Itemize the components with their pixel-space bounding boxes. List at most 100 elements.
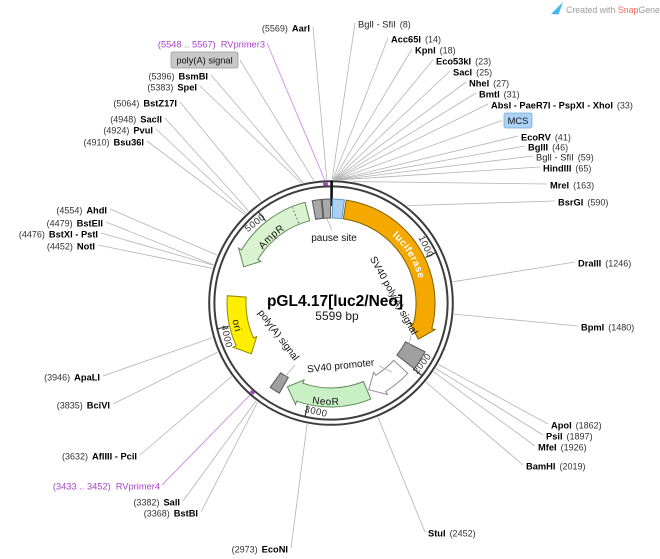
plasmid-size: 5599 bp [315, 309, 359, 323]
enzyme-label-ApoI[interactable]: ApoI (1862) [551, 421, 602, 431]
label-line-ApoI [438, 363, 549, 425]
label-line-BglII [337, 145, 526, 181]
label-line-SalI [182, 400, 257, 502]
mcs-chip-label[interactable]: MCS [508, 116, 529, 126]
label-lines-layer [97, 22, 579, 549]
enzyme-label-BsmBI[interactable]: (5396) BsmBI [149, 72, 208, 82]
enzyme-label-BstZ17I[interactable]: (5064) BstZ17I [113, 99, 177, 109]
enzyme-label-Bsu36I[interactable]: (4910) Bsu36I [83, 138, 144, 148]
enzyme-label-BsrGI[interactable]: BsrGI (590) [558, 198, 608, 208]
feature-mcs-box[interactable] [331, 198, 345, 220]
label-line-BglI-SfiI [339, 155, 534, 181]
label-line-EcoNI [290, 424, 308, 549]
enzyme-labels-layer: BglI - SfiI (8) Acc65I (14)KpnI (18)Eco53kI(… [19, 20, 634, 555]
label-line-AarI [312, 26, 328, 180]
enzyme-label-EcoNI[interactable]: (2973) EcoNI [232, 545, 288, 555]
tick-2000 [412, 368, 424, 377]
label-line-AbsI-PaeR7I-PspXI-XhoI [335, 103, 489, 180]
label-line-NheI [334, 81, 467, 180]
tick-4000 [216, 325, 229, 330]
enzyme-label-BstXI-PstI[interactable]: (4476) BstXI - PstI [19, 230, 98, 240]
tick-1000 [425, 251, 438, 259]
label-line-mcs-chip [336, 120, 503, 180]
label-line-SpeI [199, 85, 302, 184]
enzyme-label-BstBI[interactable]: (3368) BstBI [144, 509, 198, 519]
label-line-AflIII-PciI [139, 376, 232, 456]
enzyme-label-Eco53kI[interactable]: Eco53kI (23) [436, 57, 491, 67]
feature-ori[interactable] [226, 295, 258, 355]
mcs-chip[interactable] [503, 112, 533, 129]
primer-mark-rvprimer4[interactable] [249, 389, 255, 395]
enzyme-label-BglI-SfiI[interactable]: BglI - SfiI (59) [536, 153, 594, 163]
enzyme-label-MreI[interactable]: MreI (163) [550, 181, 594, 191]
enzyme-label-StuI[interactable]: StuI (2452) [428, 529, 476, 539]
feature-sv40-promoter[interactable] [368, 359, 409, 396]
enzyme-label-EcoRV[interactable]: EcoRV (41) [521, 133, 571, 143]
label-line-BstBI [200, 402, 258, 513]
sv40-promoter-callout-line [378, 365, 393, 373]
feature-neor[interactable] [286, 379, 372, 408]
feature-label-neor[interactable]: NeoR [311, 395, 339, 408]
snapgene-icon [551, 2, 563, 15]
label-line-PsiI [435, 368, 544, 436]
feature-pause-site-box-b[interactable] [321, 198, 332, 219]
feature-sv40-polya-box[interactable] [396, 341, 426, 370]
primer-label-rvprimer3[interactable]: (5548 .. 5567) RVprimer3 [158, 40, 265, 50]
enzyme-label-BglII[interactable]: BglII (46) [528, 143, 568, 153]
tick-3000 [304, 405, 309, 418]
polya-signal-chip-label[interactable]: poly(A) signal [176, 55, 232, 65]
sv40-promoter-label[interactable]: SV40 promoter [307, 357, 376, 375]
enzyme-label-BciVI[interactable]: (3835) BciVI [57, 401, 110, 411]
enzyme-label-Acc65I[interactable]: Acc65I (14) [391, 35, 441, 45]
enzyme-label-BmtI[interactable]: BmtI (31) [479, 90, 520, 100]
sv40-polya-callout-line [408, 335, 412, 346]
pause-site-label[interactable]: pause site [311, 233, 357, 244]
enzyme-label-SacI[interactable]: SacI (25) [453, 68, 492, 78]
enzyme-label-PsiI[interactable]: PsiI (1897) [546, 432, 593, 442]
enzyme-label-MfeI[interactable]: MfeI (1926) [538, 443, 587, 453]
enzyme-label-AhdI[interactable]: (4554) AhdI [56, 206, 107, 216]
plasmid-name: pGL4.17[luc2/Neo] [267, 293, 403, 310]
label-line-AhdI [109, 208, 218, 256]
label-line-SacI [334, 70, 451, 180]
enzyme-label-SacII[interactable]: (4948) SacII [110, 115, 162, 125]
enzyme-label-BglI-SfiI[interactable]: BglI - SfiI (8) [358, 20, 411, 30]
label-line-StuI [377, 417, 426, 533]
enzyme-label-ApaLI[interactable]: (3946) ApaLI [44, 373, 100, 383]
polya-signal-chip[interactable] [170, 51, 239, 69]
label-line-NotI [97, 244, 213, 269]
enzyme-label-PvuI[interactable]: (4924) PvuI [103, 126, 153, 136]
feature-pause-site-box-a[interactable] [311, 198, 324, 220]
label-line-Bsu36I [146, 140, 245, 215]
svg-text:Created with SnapGene®: Created with SnapGene® [566, 5, 660, 15]
label-line-MfeI [433, 371, 536, 447]
enzyme-label-NheI[interactable]: NheI (27) [469, 79, 509, 89]
enzyme-label-HindIII[interactable]: HindIII (65) [543, 164, 591, 174]
enzyme-label-SalI[interactable]: (3382) SalI [133, 498, 180, 508]
feature-luciferase[interactable] [342, 199, 437, 340]
enzyme-label-AflIII-PciI[interactable]: (3632) AflIII - PciI [62, 452, 137, 462]
label-line-BpmI [453, 313, 579, 327]
enzyme-label-AbsI-PaeR7I-PspXI-XhoI[interactable]: AbsI - PaeR7I - PspXI - XhoI (33) [491, 101, 633, 111]
polya-signal-label[interactable]: poly(A) signal [255, 308, 300, 363]
label-line-ApaLI [102, 337, 213, 377]
primer-line-rvprimer4 [161, 394, 251, 486]
label-line-BglI-SfiI [331, 22, 356, 180]
enzyme-label-KpnI[interactable]: KpnI (18) [415, 46, 456, 56]
label-line-KpnI [333, 48, 413, 180]
feature-divider-ampr [291, 207, 300, 224]
enzyme-label-DraIII[interactable]: DraIII (1246) [578, 259, 631, 269]
enzyme-label-NotI[interactable]: (4452) NotI [47, 242, 95, 252]
label-line-BstZ17I [179, 101, 262, 202]
enzyme-label-BpmI[interactable]: BpmI (1480) [581, 323, 634, 333]
enzyme-label-BamHI[interactable]: BamHI (2019) [526, 462, 585, 472]
feature-ampr[interactable] [237, 201, 311, 268]
tick-5000 [257, 210, 267, 222]
enzyme-label-SpeI[interactable]: (5383) SpeI [147, 83, 197, 93]
primer-label-rvprimer4[interactable]: (3433 .. 3452) RVprimer4 [53, 482, 160, 492]
enzyme-label-AarI[interactable]: (5569) AarI [262, 24, 310, 34]
enzyme-label-BstEII[interactable]: (4479) BstEII [47, 219, 103, 229]
feature-label-ori[interactable]: ori [229, 319, 243, 334]
